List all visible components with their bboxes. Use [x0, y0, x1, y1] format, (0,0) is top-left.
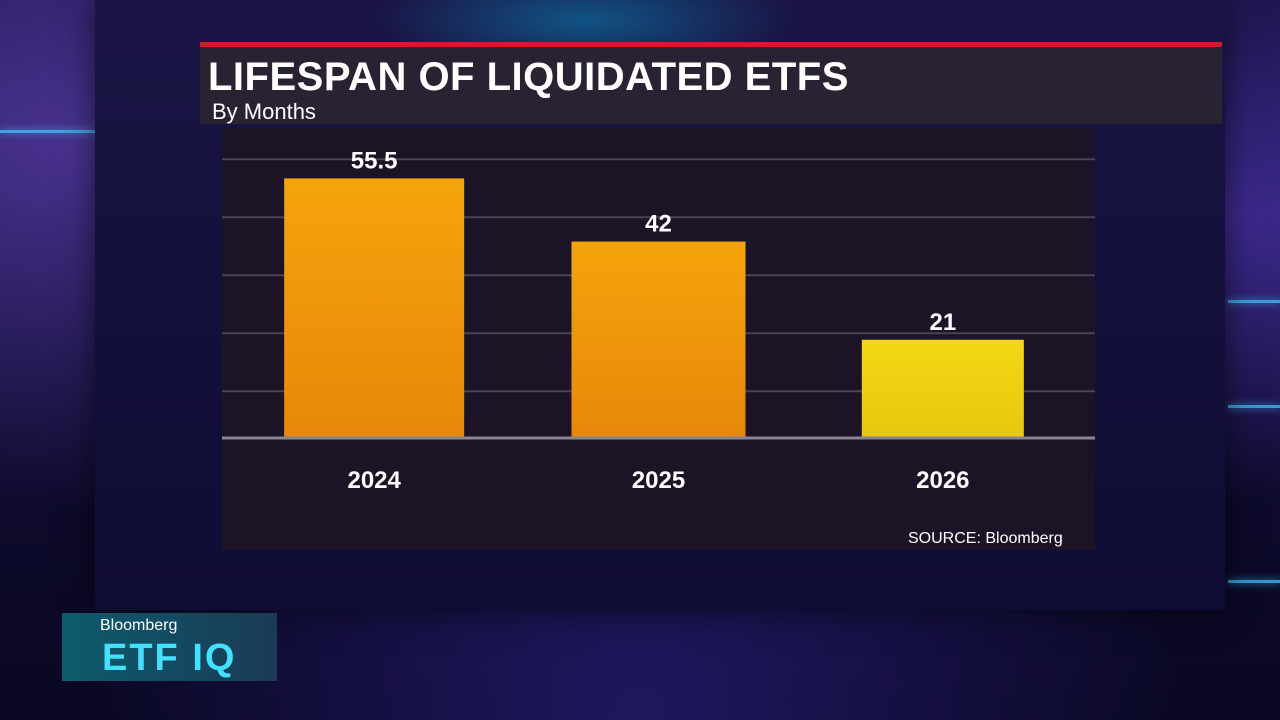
- title-bar: LIFESPAN OF LIQUIDATED ETFS By Months: [200, 42, 1222, 124]
- x-tick-label: 2026: [916, 467, 969, 494]
- plot-panel: 55.5 2024 42 2025 21 2026: [222, 128, 1095, 550]
- studio-light-stripe: [1228, 405, 1280, 408]
- studio-light-stripe: [0, 130, 95, 133]
- data-label: 42: [645, 211, 672, 238]
- bar-2025: [571, 241, 746, 438]
- data-label: 55.5: [351, 147, 398, 174]
- chart-subtitle: By Months: [212, 99, 316, 124]
- data-label: 21: [929, 309, 956, 336]
- studio-light-stripe: [1228, 300, 1280, 303]
- bar-2024: [284, 178, 465, 438]
- chart-title: LIFESPAN OF LIQUIDATED ETFS: [208, 55, 849, 99]
- bar-2026: [861, 339, 1024, 438]
- x-tick-label: 2024: [347, 467, 401, 494]
- brand-label: Bloomberg: [100, 617, 178, 634]
- bar-chart: 55.5 2024 42 2025 21 2026: [222, 147, 1095, 494]
- x-tick-label: 2025: [632, 467, 685, 494]
- show-ticker: Bloomberg ETF IQ: [62, 613, 277, 681]
- studio-light-stripe: [1228, 580, 1280, 583]
- show-name: ETF IQ: [102, 637, 237, 679]
- source-note: SOURCE: Bloomberg: [908, 530, 1063, 547]
